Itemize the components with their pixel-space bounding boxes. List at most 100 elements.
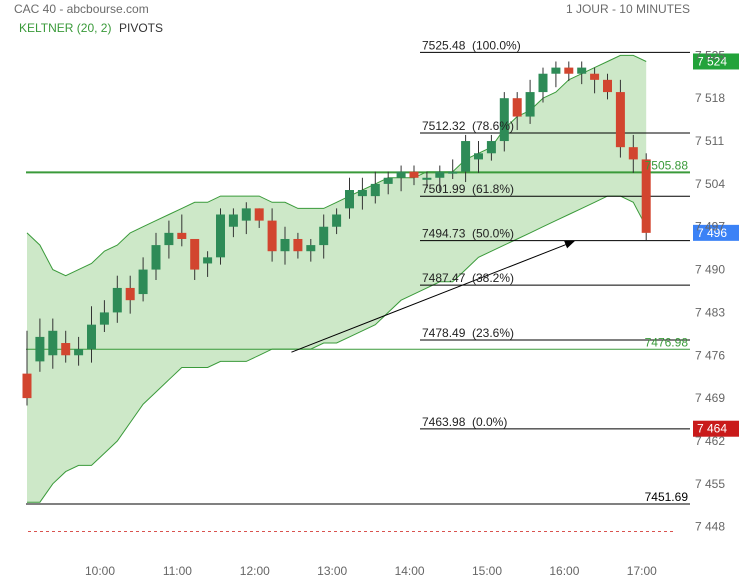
pivot-label-1: 7476.98 <box>645 335 689 349</box>
candle-body <box>641 159 651 233</box>
candle-body <box>254 208 264 221</box>
candle-body <box>486 141 496 154</box>
candle-body <box>99 312 109 325</box>
candle-body <box>603 79 612 93</box>
price-badge-2 <box>693 420 739 437</box>
candle-body <box>435 171 445 178</box>
candle-body <box>615 92 625 148</box>
candle-body <box>190 238 200 270</box>
candle-body <box>409 171 419 178</box>
candle-body <box>267 220 277 252</box>
keltner-lower-line <box>27 195 647 503</box>
keltner-band-fill <box>27 55 647 503</box>
candle-body <box>525 92 535 117</box>
candle-body <box>241 208 251 221</box>
x-tick-label: 17:00 <box>627 564 657 578</box>
candle-body <box>138 269 148 295</box>
candle-body <box>551 67 561 74</box>
candle-body <box>422 177 432 180</box>
y-tick-label: 7 462 <box>695 434 725 448</box>
trend-arrow <box>291 240 575 353</box>
x-tick-label: 11:00 <box>163 564 192 578</box>
candle-body <box>35 336 45 362</box>
candle-body <box>164 232 174 246</box>
keltner-indicator-label[interactable]: KELTNER (20, 2) <box>19 21 112 35</box>
y-tick-label: 7 490 <box>695 263 725 277</box>
x-tick-label: 13:00 <box>317 564 347 578</box>
price-badge-1 <box>693 224 739 241</box>
candle-body <box>228 214 238 227</box>
price-badge-label-1: 7 496 <box>697 226 727 240</box>
candle-body <box>332 214 342 227</box>
y-tick-label: 7 518 <box>695 91 725 105</box>
pivot-label-2: 7451.69 <box>645 490 689 504</box>
fib-pct-5: (23.6%) <box>472 326 514 340</box>
candle-body <box>293 238 303 252</box>
candle-body <box>61 343 71 356</box>
y-tick-label: 7 511 <box>695 134 724 148</box>
fib-pct-0: (100.0%) <box>472 38 521 52</box>
y-tick-label: 7 504 <box>695 177 725 191</box>
candle-body <box>370 183 380 197</box>
candle-body <box>74 349 84 356</box>
candle-body <box>538 73 548 93</box>
price-badge-0 <box>693 53 739 70</box>
y-tick-label: 7 483 <box>695 305 725 319</box>
candle-body <box>357 190 367 197</box>
y-tick-label: 7 497 <box>695 220 725 234</box>
candle-body <box>345 190 354 209</box>
candle-body <box>216 214 225 258</box>
fib-value-6: 7463.98 <box>422 415 466 429</box>
candle-body <box>474 153 483 160</box>
candle-body <box>87 324 96 350</box>
candle-body <box>461 141 471 172</box>
fib-pct-6: (0.0%) <box>472 415 507 429</box>
y-tick-label: 7 469 <box>695 391 725 405</box>
x-tick-label: 16:00 <box>549 564 579 578</box>
fib-value-0: 7525.48 <box>422 38 466 52</box>
fib-value-2: 7501.99 <box>422 182 466 196</box>
candle-body <box>628 147 638 160</box>
candle-body <box>125 287 135 301</box>
candle-body <box>280 238 290 252</box>
candle-body <box>512 98 522 117</box>
candle-body <box>306 245 316 252</box>
x-tick-label: 15:00 <box>472 564 502 578</box>
fib-value-3: 7494.73 <box>422 227 466 241</box>
y-tick-label: 7 525 <box>695 48 725 62</box>
y-tick-label: 7 476 <box>695 348 725 362</box>
candle-body <box>112 287 122 313</box>
fib-pct-1: (78.6%) <box>472 119 514 133</box>
candle-body <box>564 67 574 74</box>
candle-body <box>319 226 329 246</box>
fib-pct-3: (50.0%) <box>472 227 514 241</box>
fib-value-5: 7478.49 <box>422 326 466 340</box>
fib-pct-4: (38.2%) <box>472 271 514 285</box>
pivots-indicator-label[interactable]: PIVOTS <box>119 21 164 35</box>
price-badge-label-2: 7 464 <box>697 422 727 436</box>
x-tick-label: 14:00 <box>395 564 425 578</box>
y-tick-label: 7 448 <box>695 520 725 534</box>
x-tick-label: 12:00 <box>240 564 270 578</box>
candle-body <box>577 67 587 74</box>
candle-body <box>590 73 600 80</box>
pivot-label-0: 7505.88 <box>645 158 689 172</box>
candle-body <box>383 177 393 184</box>
fib-value-1: 7512.32 <box>422 119 466 133</box>
candle-body <box>448 171 458 174</box>
price-badge-label-0: 7 524 <box>697 54 727 68</box>
chart-title: CAC 40 - abcbourse.com <box>14 2 149 16</box>
candle-body <box>48 330 58 356</box>
candle-body <box>203 257 213 264</box>
candle-body <box>499 98 509 142</box>
x-tick-label: 10:00 <box>85 564 115 578</box>
chart-period: 1 JOUR - 10 MINUTES <box>565 2 690 16</box>
candle-body <box>22 373 32 399</box>
fib-pct-2: (61.8%) <box>472 182 514 196</box>
candle-body <box>151 245 161 270</box>
fib-value-4: 7487.47 <box>422 271 466 285</box>
candle-body <box>396 171 406 178</box>
candle-body <box>177 232 187 239</box>
